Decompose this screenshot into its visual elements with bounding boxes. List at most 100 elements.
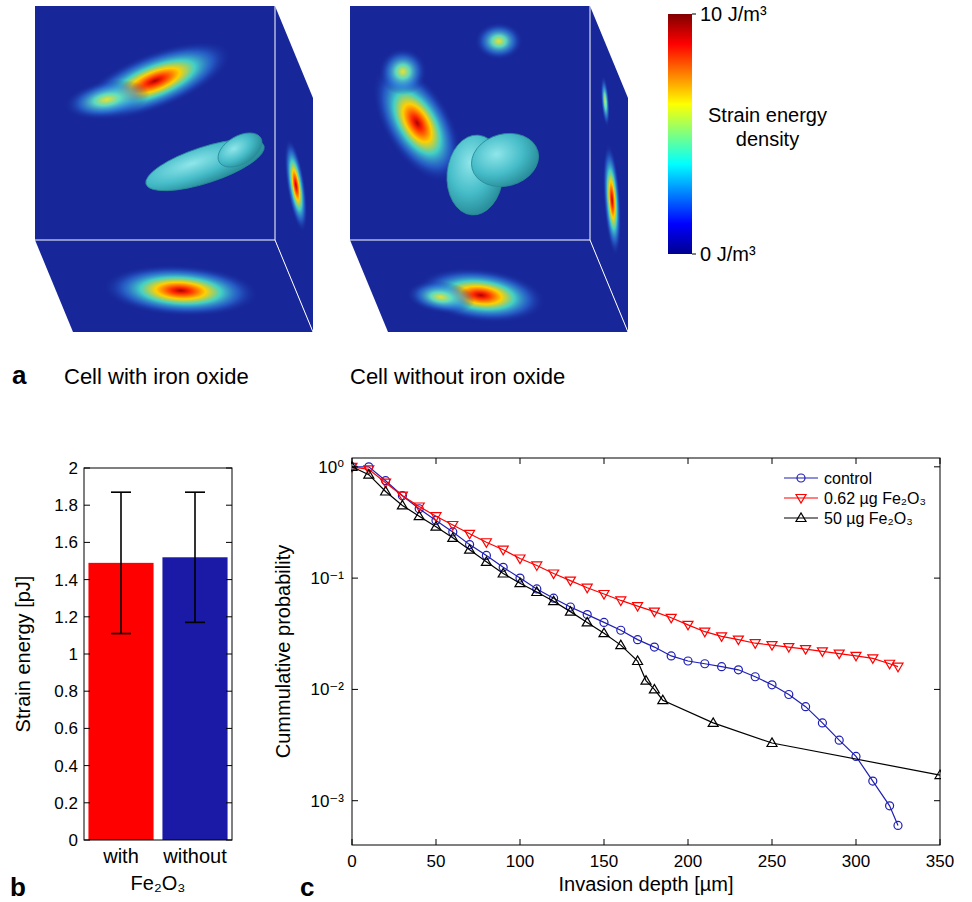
marker [893,663,903,672]
tick [856,839,857,845]
marker [448,533,458,542]
frame [352,458,940,845]
marker [431,513,441,522]
cube [350,6,628,332]
marker [784,644,794,653]
tick [226,691,232,692]
face [350,6,590,240]
tick [352,689,358,690]
marker [751,673,759,681]
tick [688,458,689,464]
marker [767,738,777,747]
strain-blob [400,280,481,313]
tick-label: 350 [926,852,954,871]
face [350,240,628,332]
marker [886,802,894,810]
marker [785,691,793,699]
tick [226,840,232,841]
tick [84,765,90,766]
tick [84,654,90,655]
cell [465,126,544,194]
caption: Cell without iron oxide [350,364,565,389]
category-label: with [102,845,139,867]
colorbar-tick-label: 0 J/m³ [700,243,756,265]
category-label: without [162,845,227,867]
strain-blob [93,265,268,317]
marker [817,648,827,657]
face-ground [350,6,590,240]
cube-edge [275,6,276,240]
marker [515,555,525,564]
marker [549,570,559,579]
tick-label: 10⁰ [318,458,344,477]
marker [818,719,826,727]
plot-data [351,462,941,830]
marker [617,626,625,634]
tick [934,466,940,467]
marker [633,656,643,665]
tick-label: 200 [674,852,702,871]
marker [894,821,902,829]
marker [701,660,709,668]
tspan: density [736,128,799,150]
face [35,240,313,332]
axis-title: Invasion depth [µm] [559,873,734,895]
tick [84,840,90,841]
marker [397,500,407,509]
tick [84,505,90,506]
marker [599,590,609,599]
marker [532,562,542,571]
tick [352,839,353,845]
marker [802,703,810,711]
marker [448,522,458,531]
marker [684,657,692,665]
face-ground [350,240,628,332]
marker [498,546,508,555]
colorbar-title: Strain energydensity [708,104,827,150]
marker [708,718,718,727]
figure: 0 J/m³10 J/m³Strain energydensityaCell w… [0,0,972,902]
tick [772,458,773,464]
marker [633,603,643,612]
tick [226,728,232,729]
tick [226,802,232,803]
axis-title: Strain energy [pJ] [12,576,34,733]
axis-title: Cummulative probability [272,545,294,758]
marker [498,569,508,578]
strain-blob [601,67,610,136]
error-bar [111,492,131,633]
marker [734,666,742,674]
error-bar [185,492,205,622]
marker [750,640,760,649]
tick-label: 0 [347,852,356,871]
marker [658,695,668,704]
marker [599,628,609,637]
caption: Cell with iron oxide [64,364,249,389]
marker [768,681,776,689]
marker [532,587,542,596]
tick-label: 300 [842,852,870,871]
marker [549,596,559,605]
error-line [120,492,122,633]
tick-label: 50 [427,852,446,871]
tick [604,839,605,845]
strain-blob [285,120,308,250]
tick [226,654,232,655]
marker [481,557,491,566]
marker [718,663,726,671]
cube-edge [275,240,313,332]
tick [604,458,605,464]
marker [851,652,861,661]
legend-line [784,477,818,478]
panel-c: 05010015020025030035010⁻³10⁻²10⁻¹10⁰Inva… [272,458,954,902]
marker [869,777,877,785]
marker [683,621,693,630]
cube-edge [590,6,591,240]
marker [666,614,676,623]
tick [436,839,437,845]
panel-letter: c [300,872,314,902]
tick-label: 0.4 [54,757,78,776]
legend-label: control [824,470,872,487]
tick-label: 0.2 [54,794,78,813]
tick-label: 1.6 [54,533,78,552]
